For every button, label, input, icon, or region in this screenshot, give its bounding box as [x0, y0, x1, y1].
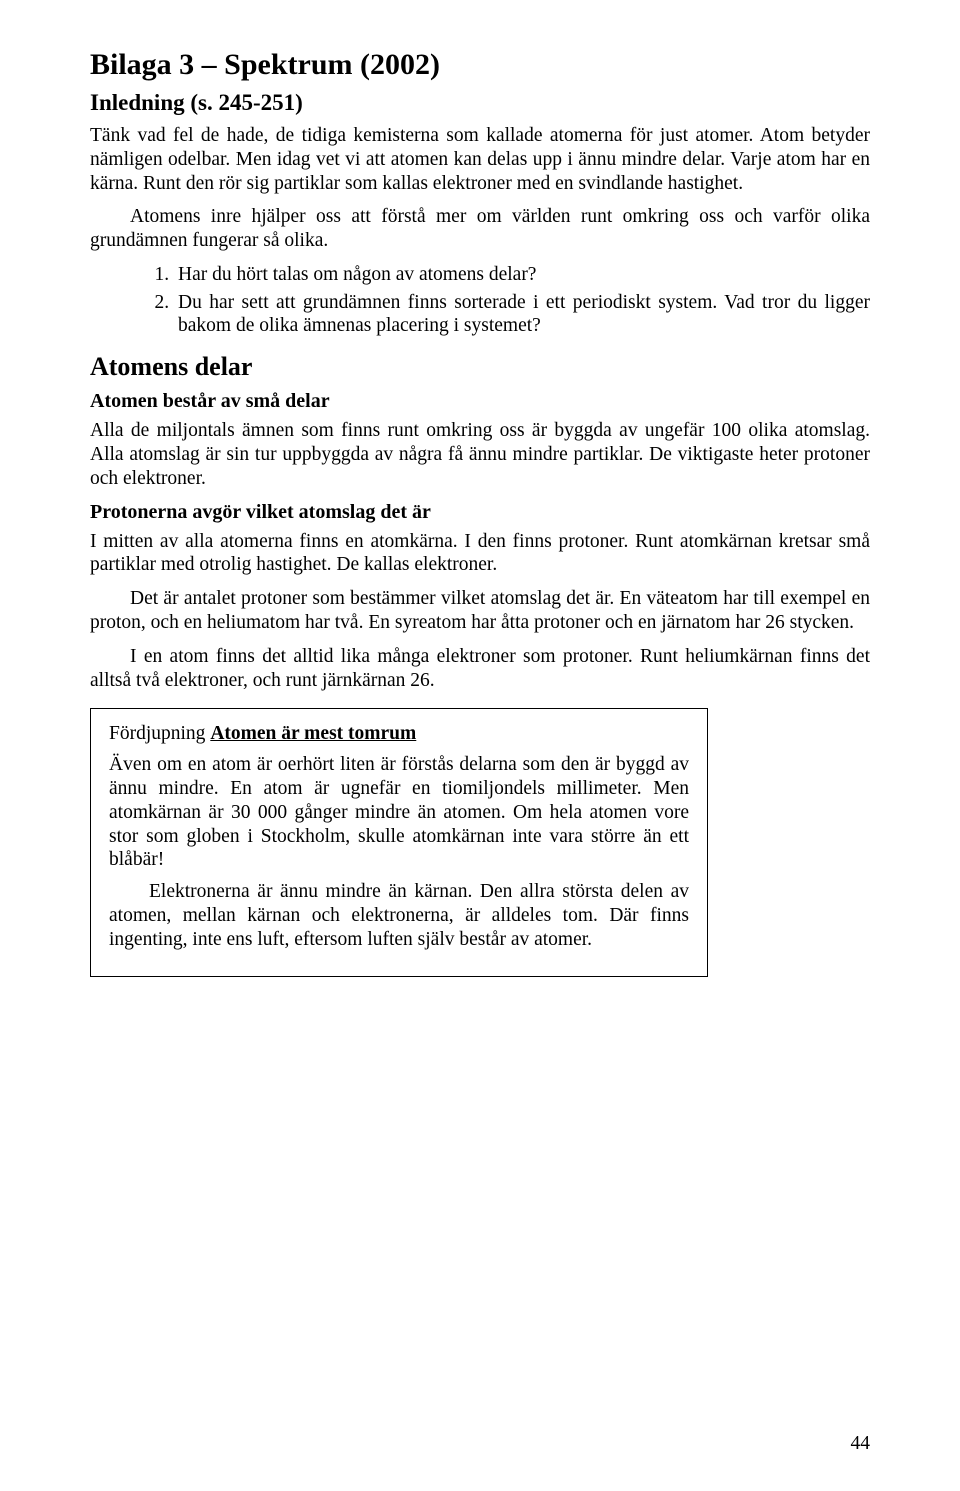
- subsection-heading-protonerna: Protonerna avgör vilket atomslag det är: [90, 501, 870, 524]
- subsection-heading-sma-delar: Atomen består av små delar: [90, 390, 870, 413]
- section-subtitle: Inledning (s. 245-251): [90, 90, 870, 116]
- question-item-2: Du har sett att grundämnen finns sortera…: [174, 291, 870, 339]
- question-item-1: Har du hört talas om någon av atomens de…: [174, 263, 870, 287]
- section1-paragraph-1: Alla de miljontals ämnen som finns runt …: [90, 419, 870, 490]
- question-list: Har du hört talas om någon av atomens de…: [90, 263, 870, 338]
- box-label: Fördjupning: [109, 723, 210, 744]
- section1-paragraph-2: I mitten av alla atomerna finns en atomk…: [90, 530, 870, 578]
- section1-paragraph-3: Det är antalet protoner som bestämmer vi…: [90, 587, 870, 635]
- deepening-box: Fördjupning Atomen är mest tomrum Även o…: [90, 708, 708, 976]
- intro-paragraph-2: Atomens inre hjälper oss att förstå mer …: [90, 205, 870, 253]
- box-paragraph-2: Elektronerna är ännu mindre än kärnan. D…: [109, 880, 689, 951]
- box-title: Fördjupning Atomen är mest tomrum: [109, 723, 689, 745]
- document-page: Bilaga 3 – Spektrum (2002) Inledning (s.…: [0, 0, 960, 1491]
- box-paragraph-1: Även om en atom är oerhört liten är förs…: [109, 753, 689, 872]
- page-number: 44: [851, 1433, 871, 1455]
- page-title: Bilaga 3 – Spektrum (2002): [90, 48, 870, 82]
- box-topic: Atomen är mest tomrum: [210, 723, 416, 744]
- section-heading-atomens-delar: Atomens delar: [90, 352, 870, 382]
- section1-paragraph-4: I en atom finns det alltid lika många el…: [90, 645, 870, 693]
- intro-paragraph-1: Tänk vad fel de hade, de tidiga kemister…: [90, 124, 870, 195]
